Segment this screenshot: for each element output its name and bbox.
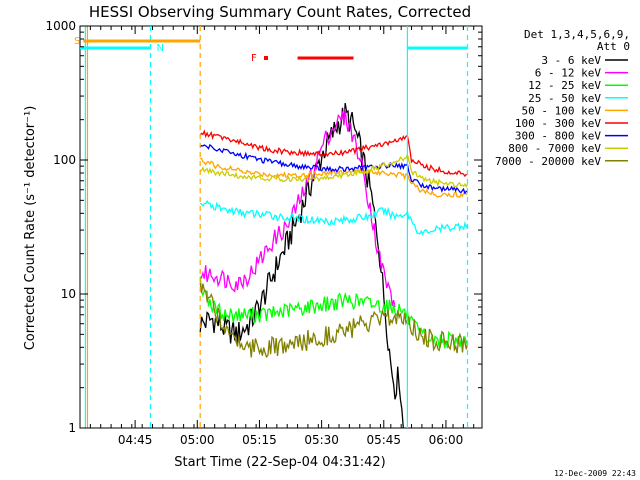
plot-area (79, 25, 483, 429)
chart-title: HESSI Observing Summary Count Rates, Cor… (89, 3, 471, 21)
y-tick-label: 10 (61, 287, 76, 301)
legend-entry-label: 50 - 100 keV (522, 104, 602, 117)
axes: 04:45 05:00 05:15 05:30 05:45 06:00 1 10 100 1000 (45, 19, 482, 447)
flag-label-s: S (74, 36, 80, 47)
x-tick-label: 04:45 (118, 433, 153, 447)
x-axis-label: Start Time (22-Sep-04 04:31:42) (174, 455, 385, 470)
legend-entry-label: 800 - 7000 keV (508, 142, 601, 155)
series-line-5 (199, 129, 468, 178)
x-tick-label: 06:00 (429, 433, 464, 447)
x-tick-label: 05:15 (242, 433, 277, 447)
plot-frame (79, 25, 483, 429)
legend-header-2: Att 0 (597, 40, 630, 53)
series-line-6 (199, 143, 468, 195)
x-tick-label: 05:45 (366, 433, 401, 447)
legend-entry-label: 100 - 300 keV (515, 117, 601, 130)
x-tick-label: 05:00 (180, 433, 215, 447)
series-line-8 (199, 283, 469, 359)
series-line-2 (199, 276, 469, 349)
legend-header: Det 1,3,4,5,6,9, (524, 28, 630, 41)
legend-entry-label: 300 - 800 keV (515, 130, 601, 143)
y-tick-label: 1000 (45, 19, 76, 33)
x-tick-label: 05:30 (304, 433, 339, 447)
legend-entry-label: 25 - 50 keV (528, 92, 601, 105)
legend-entry-label: 6 - 12 keV (535, 67, 602, 80)
legend-entry-label: 12 - 25 keV (528, 79, 601, 92)
series-line-7 (200, 152, 469, 189)
y-tick-label: 100 (53, 153, 76, 167)
vertical-markers (84, 26, 469, 428)
y-axis-label: Corrected Count Rate (s⁻¹ detector⁻¹) (23, 106, 38, 351)
flag-dot-f (264, 56, 268, 60)
footer-timestamp: 12-Dec-2009 22:43 (554, 469, 636, 478)
series-line-1 (199, 108, 396, 308)
series-line-4 (199, 157, 468, 199)
legend-entry-label: 7000 - 20000 keV (495, 155, 601, 168)
flag-label-n: N (156, 43, 163, 54)
state-bars: S N F (74, 36, 468, 64)
series-curves (199, 103, 469, 429)
y-tick-label: 1 (68, 421, 76, 435)
series-line-0 (199, 103, 404, 429)
series-line-3 (199, 199, 469, 236)
legend-entry-label: 3 - 6 keV (541, 54, 601, 67)
flag-label-f: F (251, 53, 257, 64)
